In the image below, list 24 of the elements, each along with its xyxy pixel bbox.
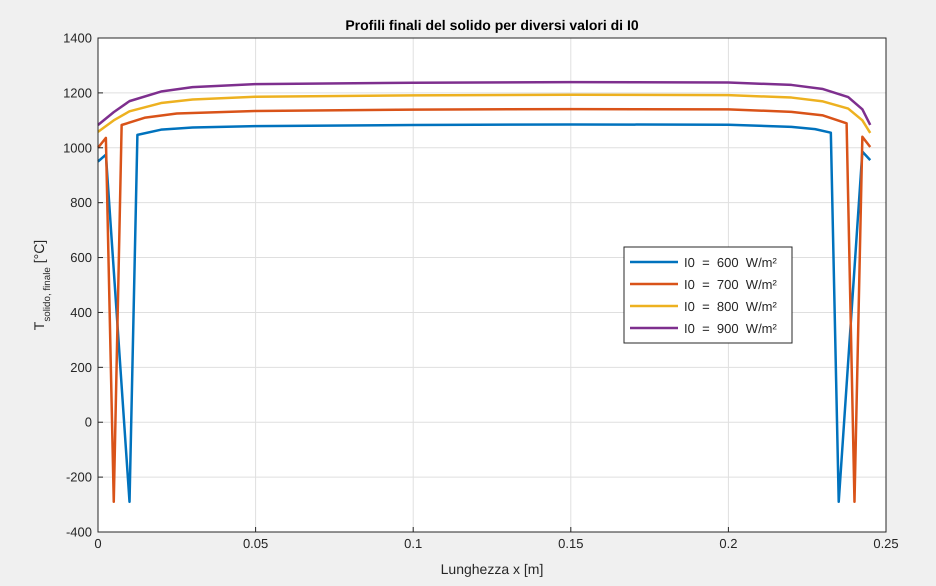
y-tick-label: 200 (70, 360, 92, 375)
y-tick-label: 800 (70, 195, 92, 210)
line-series (96, 94, 872, 134)
chart-title: Profili finali del solido per diversi valori di I0 (345, 17, 639, 33)
y-tick-label: 400 (70, 304, 92, 320)
x-tick-label: 0.25 (873, 536, 899, 551)
y-tick-label: 600 (70, 250, 92, 266)
y-tick-label: 1000 (63, 140, 92, 156)
x-tick-label: 0.05 (242, 536, 268, 551)
legend-label: I0 = 900 W/m² (684, 321, 778, 336)
legend-label: I0 = 800 W/m² (684, 299, 778, 314)
x-tick-label: 0.1 (404, 536, 422, 551)
legend-label: I0 = 600 W/m² (684, 255, 778, 270)
line-series (96, 80, 872, 126)
x-tick-label: 0 (94, 536, 102, 551)
y-tick-label: 1200 (63, 85, 92, 100)
y-tick-label: 1400 (63, 30, 92, 46)
y-tick-label: 0 (84, 414, 92, 430)
x-tick-label: 0.2 (719, 536, 738, 551)
y-tick-label: -200 (66, 470, 92, 485)
legend-label: I0 = 700 W/m² (684, 277, 778, 292)
x-axis-title: Lunghezza x [m] (440, 561, 544, 577)
y-tick-label: -400 (66, 524, 92, 540)
x-tick-label: 0.15 (558, 536, 584, 551)
